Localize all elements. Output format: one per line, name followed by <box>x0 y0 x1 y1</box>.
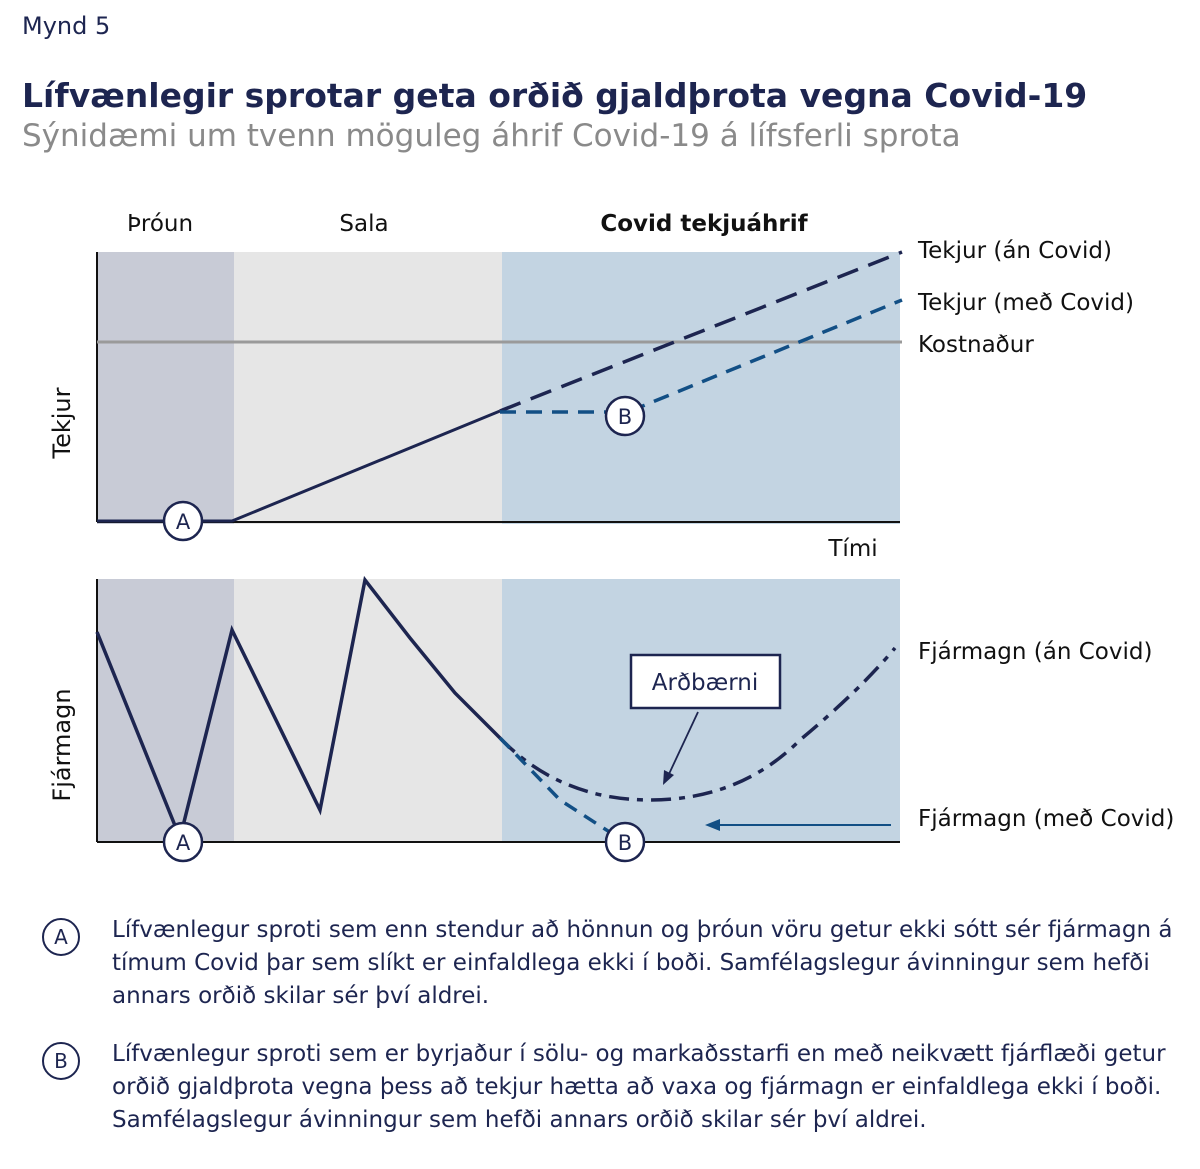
marker-a-capital-label: A <box>176 831 191 855</box>
capital-with-covid-line <box>498 736 623 842</box>
revenue-line-actual <box>97 409 501 523</box>
marker-b-capital-label: B <box>618 831 632 855</box>
marker-a-revenue-label: A <box>176 510 191 534</box>
note-a-text: Lífvænlegur sproti sem enn stendur að hö… <box>112 917 1173 1009</box>
marker-b-revenue: B <box>604 395 646 437</box>
note-b-badge: B <box>42 1042 80 1080</box>
profitability-callout-box <box>629 653 782 710</box>
time-axis-label: Tími <box>827 536 877 562</box>
page-subtitle: Sýnidæmi um tvenn möguleg áhrif Covid-19… <box>22 118 961 154</box>
marker-a-revenue: A <box>162 500 204 542</box>
series-label-capital-no-covid: Fjármagn (án Covid) <box>918 639 1152 665</box>
capital-with-covid-arrowhead <box>705 819 720 831</box>
capital-no-covid-line <box>498 646 897 802</box>
series-label-revenue-with-covid: Tekjur (með Covid) <box>917 290 1134 316</box>
callout-pointer-arrowhead <box>663 770 674 785</box>
series-label-revenue-no-covid: Tekjur (án Covid) <box>917 238 1112 264</box>
marker-b-capital: B <box>604 821 646 863</box>
note-b-text: Lífvænlegur sproti sem er byrjaður í söl… <box>112 1041 1166 1133</box>
revenue-with-covid-line <box>500 298 903 414</box>
marker-a-capital: A <box>162 821 204 863</box>
revenue-no-covid-line <box>499 250 903 413</box>
page-title: Lífvænlegir sprotar geta orðið gjaldþrot… <box>22 76 1088 115</box>
callout-pointer-line <box>668 711 699 775</box>
note-a-badge: A <box>42 918 80 956</box>
capital-axis-label: Fjármagn <box>48 688 76 801</box>
series-label-cost: Kostnaður <box>918 332 1034 358</box>
lifecycle-diagram: Þróun Sala Covid tekjuáhrif Tekjur Fjárm… <box>48 211 1174 863</box>
marker-b-revenue-label: B <box>618 405 632 429</box>
profitability-callout-label: Arðbærni <box>652 670 758 696</box>
phase-label-covid: Covid tekjuáhrif <box>600 211 808 237</box>
phase-label-development: Þróun <box>127 211 193 237</box>
revenue-axis-label: Tekjur <box>48 387 76 459</box>
capital-line-actual <box>95 575 502 844</box>
figure-label: Mynd 5 <box>22 12 111 40</box>
series-label-capital-with-covid: Fjármagn (með Covid) <box>918 806 1174 832</box>
phase-label-sales: Sala <box>339 211 388 237</box>
panel-gap <box>90 524 910 579</box>
